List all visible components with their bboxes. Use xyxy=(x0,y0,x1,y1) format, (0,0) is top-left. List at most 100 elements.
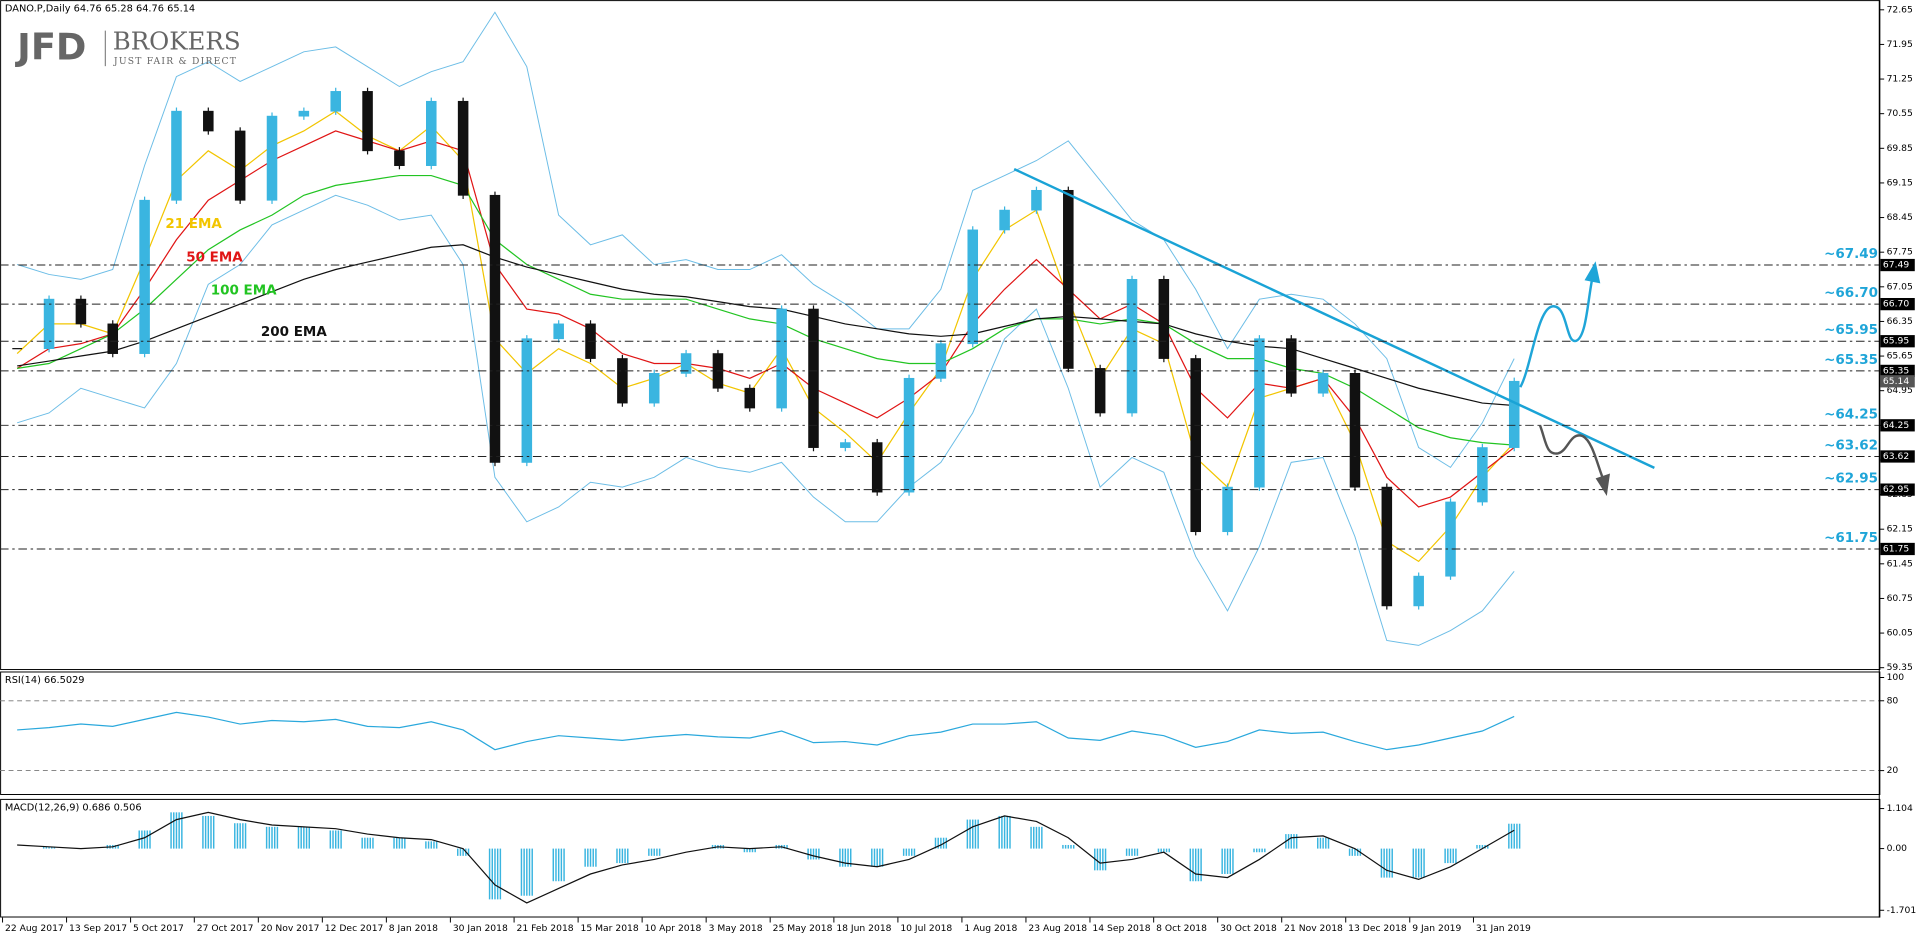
chart-title: DANO.P,Daily 64.76 65.28 64.76 65.14 xyxy=(5,4,195,15)
y-tick-label: 1.104 xyxy=(1887,803,1913,814)
level-tag xyxy=(1880,335,1915,348)
ema-label: 21 EMA xyxy=(165,216,222,232)
level-label: ~61.75 xyxy=(1824,530,1878,546)
candle xyxy=(999,209,1010,231)
scenario-arrows xyxy=(1519,261,1611,496)
candle xyxy=(203,110,214,132)
candle xyxy=(298,110,310,117)
candle xyxy=(553,323,564,340)
y-tick-label: 65.65 xyxy=(1887,351,1913,362)
level-tag xyxy=(1880,542,1915,556)
ema-label: 200 EMA xyxy=(261,324,327,340)
y-tick-label: 68.45 xyxy=(1887,212,1913,223)
x-tick-label: 5 Oct 2017 xyxy=(133,923,184,934)
candle xyxy=(107,323,119,354)
y-tick-label: 60.05 xyxy=(1887,628,1913,639)
y-tick-label: 66.35 xyxy=(1887,316,1913,327)
logo-tagline: JUST FAIR & DIRECT xyxy=(113,56,237,67)
y-tick-label: 100 xyxy=(1887,672,1905,683)
chart-title: MACD(12,26,9) 0.686 0.506 xyxy=(5,802,142,813)
x-tick-label: 27 Oct 2017 xyxy=(197,923,254,934)
level-tag-label: 66.70 xyxy=(1883,299,1909,310)
level-label: ~67.49 xyxy=(1824,246,1878,262)
candle xyxy=(75,298,87,325)
ema-label: 50 EMA xyxy=(186,249,243,265)
logo: JFD BROKERS JUST FAIR & DIRECT xyxy=(14,26,241,69)
bollinger-band xyxy=(17,194,1515,646)
candle xyxy=(871,442,883,493)
level-tag-label: 65.95 xyxy=(1883,336,1909,347)
candle xyxy=(1254,338,1265,488)
x-tick-label: 10 Apr 2018 xyxy=(645,923,702,934)
level-tag-label: 62.95 xyxy=(1883,484,1909,495)
level-tag-label: 65.35 xyxy=(1883,365,1909,376)
bullish-arrowhead xyxy=(1584,261,1601,284)
y-tick-label: 71.25 xyxy=(1887,74,1913,85)
x-tick-label: 18 Jun 2018 xyxy=(836,923,891,934)
last-price-label: 65.14 xyxy=(1883,376,1909,387)
candle xyxy=(744,387,756,409)
x-tick-label: 25 May 2018 xyxy=(773,923,833,934)
x-tick-label: 14 Sep 2018 xyxy=(1092,923,1150,934)
candle xyxy=(1285,338,1297,394)
candle xyxy=(426,100,437,166)
level-tag-label: 63.62 xyxy=(1883,451,1909,462)
candle xyxy=(1477,447,1488,503)
logo-brand: BROKERS xyxy=(113,26,241,55)
candle xyxy=(903,377,915,493)
candle xyxy=(1031,189,1042,211)
candle xyxy=(43,298,55,350)
x-tick-label: 21 Feb 2018 xyxy=(517,923,574,934)
candle xyxy=(362,91,373,152)
y-tick-label: 72.65 xyxy=(1887,4,1913,15)
level-tag xyxy=(1880,297,1915,311)
candle xyxy=(967,229,979,345)
logo-name: JFD xyxy=(14,26,86,69)
y-tick-label: 59.35 xyxy=(1887,662,1913,673)
y-tick-label: -1.701 xyxy=(1887,905,1916,916)
panel-frame xyxy=(0,798,1881,918)
y-tick-label: 20 xyxy=(1887,765,1899,776)
candle xyxy=(171,110,182,201)
signal-line xyxy=(17,811,1515,904)
candle xyxy=(1349,373,1361,488)
x-tick-label: 3 May 2018 xyxy=(709,923,763,934)
y-tick-label: 69.85 xyxy=(1887,143,1913,154)
y-tick-label: 64.95 xyxy=(1887,385,1913,396)
x-tick-label: 13 Dec 2018 xyxy=(1348,923,1407,934)
level-label: ~65.35 xyxy=(1824,352,1878,368)
x-tick-label: 30 Jan 2018 xyxy=(453,923,508,934)
candle xyxy=(1445,501,1456,577)
candle xyxy=(1063,189,1074,369)
y-tick-label: 70.55 xyxy=(1887,108,1913,119)
trendline xyxy=(1013,167,1655,469)
y-tick-label: 60.75 xyxy=(1887,593,1913,604)
x-tick-label: 10 Jul 2018 xyxy=(900,923,952,934)
y-tick-label: 67.75 xyxy=(1887,247,1913,258)
level-tag xyxy=(1880,450,1915,463)
bearish-arrow xyxy=(1538,424,1605,481)
y-tick-label: 71.95 xyxy=(1887,39,1913,50)
candle xyxy=(1094,368,1106,414)
x-tick-label: 12 Dec 2017 xyxy=(325,923,384,934)
panel-frame xyxy=(0,671,1881,795)
candle xyxy=(1317,373,1329,394)
candle xyxy=(648,373,660,404)
level-tag xyxy=(1880,258,1915,272)
candle xyxy=(457,100,469,196)
level-tag xyxy=(1880,483,1915,496)
level-tag xyxy=(1880,419,1915,432)
y-tick-label: 80 xyxy=(1887,695,1899,706)
bearish-arrowhead xyxy=(1595,473,1611,496)
x-tick-label: 31 Jan 2019 xyxy=(1476,923,1531,934)
x-tick-label: 23 Aug 2018 xyxy=(1028,923,1087,934)
level-tag-label: 67.49 xyxy=(1883,260,1909,271)
indicator-line xyxy=(17,711,1515,751)
x-tick-label: 1 Aug 2018 xyxy=(964,923,1017,934)
candle xyxy=(617,358,628,404)
candle xyxy=(266,115,278,201)
x-tick-label: 21 Nov 2018 xyxy=(1284,923,1343,934)
candle xyxy=(840,442,851,448)
